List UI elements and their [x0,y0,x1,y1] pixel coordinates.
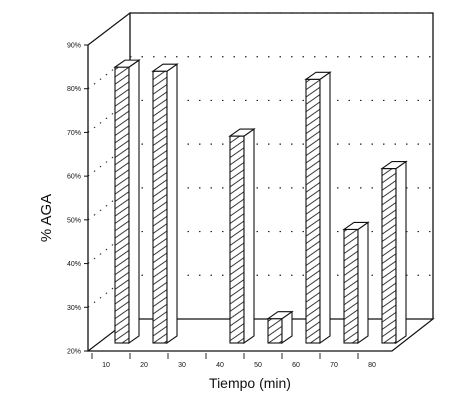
x-tick-label: 60 [292,362,300,369]
bar [113,59,141,345]
floor-outline [86,318,435,352]
bar-top-face [380,160,408,170]
bar-top-face [113,59,141,68]
side-grid-line [87,12,131,46]
bar-front-face [305,78,321,344]
x-tick-label: 50 [254,362,262,369]
x-axis-title: Tiempo (min) [209,375,291,391]
bar [266,310,294,345]
y-tick-label: 30% [67,305,81,312]
bar-top-face [342,221,370,230]
bar-top-face [304,71,332,80]
bar-front-face [381,167,397,344]
bar [342,221,370,345]
y-tick-label: 50% [67,217,81,224]
bar-side-face [319,71,331,345]
bar [151,63,179,345]
bar-side-face [128,59,140,345]
bar-front-face [267,318,283,344]
x-tick-label: 10 [102,362,110,369]
bar-front-face [343,228,359,344]
y-axis: 20% 30% 40% 50% 60% 70% 80% 90% [67,43,89,356]
x-axis: 10 20 30 40 50 60 70 80 [91,353,376,369]
bar-top-face [228,128,256,137]
bar-side-face [395,160,407,345]
x-tick-label: 30 [178,362,186,369]
x-tick-label: 20 [140,362,148,369]
side-grid-line [87,274,131,308]
bar-front-face [229,135,245,344]
bar-front-face [152,70,168,344]
chart-back-wall [87,12,434,319]
side-grid-line [87,187,131,221]
y-tick-label: 40% [67,261,81,268]
y-tick-label: 70% [67,130,81,137]
bar-side-face [166,63,178,345]
side-grid-line [87,100,131,133]
side-grid-line [87,56,131,90]
y-tick-label: 60% [67,174,81,181]
side-grid-line [87,143,131,177]
bar-top-face [151,63,179,72]
x-tick-label: 40 [216,362,224,369]
side-grid-line [87,231,131,264]
bar [380,160,408,345]
bar-front-face [114,66,130,344]
bar-side-face [357,221,369,345]
y-axis-title: % AGA [38,194,55,242]
bar [228,128,256,345]
bar [304,71,332,345]
y-tick-label: 80% [67,86,81,93]
x-tick-label: 80 [368,362,376,369]
bar-top-face [266,311,294,320]
y-tick-label: 20% [67,349,81,356]
chart-floor [86,318,435,352]
y-tick-label: 90% [67,43,81,50]
bars-group [113,59,408,345]
bar-side-face [243,128,255,345]
x-tick-label: 70 [330,362,338,369]
